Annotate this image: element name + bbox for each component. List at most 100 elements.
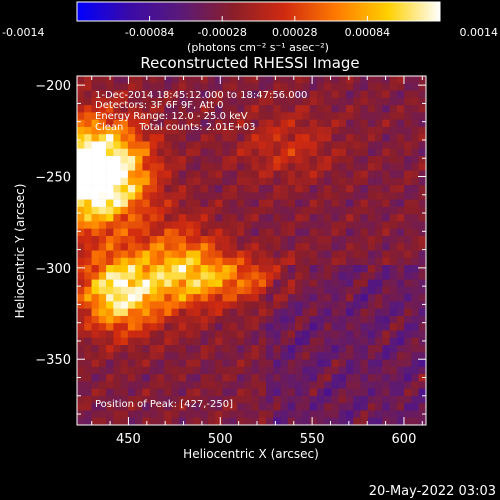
heatmap-cell <box>178 308 187 317</box>
heatmap-cell <box>346 403 354 411</box>
heatmap-cell <box>156 221 165 229</box>
heatmap-cell <box>106 170 114 179</box>
heatmap-cell <box>106 352 114 360</box>
heatmap-cell <box>295 345 303 353</box>
heatmap-cell <box>251 395 260 404</box>
heatmap-cell <box>222 265 230 273</box>
heatmap-cell <box>156 410 165 419</box>
heatmap-cell <box>149 141 158 150</box>
heatmap-cell <box>353 294 361 302</box>
heatmap-cell <box>251 410 260 419</box>
heatmap-cell <box>135 395 143 404</box>
heatmap-cell <box>280 76 289 84</box>
heatmap-cell <box>106 83 114 91</box>
heatmap-cell <box>346 308 354 317</box>
heatmap-cell <box>287 337 296 346</box>
heatmap-cell <box>207 192 216 200</box>
heatmap-cell <box>186 286 194 295</box>
heatmap-cell <box>331 366 340 375</box>
heatmap-cell <box>207 170 216 179</box>
heatmap-cell <box>338 323 347 331</box>
heatmap-cell <box>367 279 376 288</box>
heatmap-cell <box>353 374 361 382</box>
chart-title: Reconstructed RHESSI Image <box>140 54 359 72</box>
heatmap-cell <box>338 243 347 251</box>
heatmap-cell <box>171 359 180 368</box>
heatmap-cell <box>295 206 303 215</box>
heatmap-cell <box>309 148 318 157</box>
heatmap-cell <box>273 185 281 193</box>
heatmap-cell <box>149 148 158 157</box>
heatmap-cell <box>135 141 143 150</box>
heatmap-cell <box>207 330 216 339</box>
heatmap-cell <box>120 177 129 186</box>
heatmap-cell <box>302 119 310 128</box>
heatmap-cell <box>164 345 172 353</box>
heatmap-cell <box>375 395 383 404</box>
heatmap-cell <box>302 381 310 389</box>
heatmap-cell <box>338 134 347 142</box>
heatmap-cell <box>418 403 426 411</box>
heatmap-cell <box>200 119 209 128</box>
heatmap-cell <box>200 330 209 339</box>
heatmap-cell <box>222 141 230 150</box>
heatmap-cell <box>113 272 121 280</box>
heatmap-cell <box>222 315 230 324</box>
heatmap-cell <box>280 185 289 193</box>
heatmap-cell <box>229 345 238 353</box>
heatmap-cell <box>77 134 85 142</box>
heatmap-cell <box>142 301 151 309</box>
heatmap-cell <box>404 206 412 215</box>
annotation-energy: Energy Range: 12.0 - 25.0 keV <box>95 111 248 122</box>
heatmap-cell <box>375 257 383 266</box>
heatmap-cell <box>266 214 274 222</box>
heatmap-cell <box>164 76 172 84</box>
heatmap-cell <box>120 345 129 353</box>
heatmap-cell <box>171 279 180 288</box>
heatmap-cell <box>135 257 143 266</box>
heatmap-cell <box>207 315 216 324</box>
heatmap-cell <box>382 235 390 244</box>
heatmap-cell <box>375 235 383 244</box>
heatmap-cell <box>135 308 143 317</box>
heatmap-cell <box>149 90 158 99</box>
heatmap-cell <box>229 112 238 120</box>
heatmap-cell <box>404 279 412 288</box>
heatmap-cell <box>316 330 325 339</box>
heatmap-cell <box>338 337 347 346</box>
heatmap-cell <box>382 192 390 200</box>
heatmap-cell <box>375 141 383 150</box>
heatmap-cell <box>295 105 303 113</box>
heatmap-cell <box>91 243 100 251</box>
heatmap-cell <box>171 337 180 346</box>
heatmap-cell <box>186 214 194 222</box>
heatmap-cell <box>142 119 151 128</box>
heatmap-cell <box>127 250 136 259</box>
heatmap-cell <box>229 97 238 106</box>
heatmap-cell <box>178 381 187 389</box>
heatmap-cell <box>302 76 310 84</box>
heatmap-cell <box>367 105 376 113</box>
heatmap-cell <box>207 163 216 171</box>
heatmap-cell <box>418 257 426 266</box>
heatmap-cell <box>273 286 281 295</box>
heatmap-cell <box>375 155 383 164</box>
heatmap-cell <box>200 134 209 142</box>
heatmap-cell <box>251 272 260 280</box>
heatmap-cell <box>295 90 303 99</box>
heatmap-cell <box>127 374 136 382</box>
heatmap-cell <box>418 388 426 397</box>
heatmap-cell <box>222 388 230 397</box>
heatmap-cell <box>77 170 85 179</box>
heatmap-cell <box>287 141 296 150</box>
heatmap-cell <box>309 388 318 397</box>
heatmap-cell <box>367 134 376 142</box>
heatmap-cell <box>84 214 92 222</box>
heatmap-cell <box>258 243 267 251</box>
heatmap-cell <box>411 185 420 193</box>
colorbar-tick-label: 0.00028 <box>272 26 318 39</box>
heatmap-cell <box>84 177 92 186</box>
heatmap-cell <box>367 112 376 120</box>
heatmap-cell <box>266 257 274 266</box>
heatmap-cell <box>418 192 426 200</box>
